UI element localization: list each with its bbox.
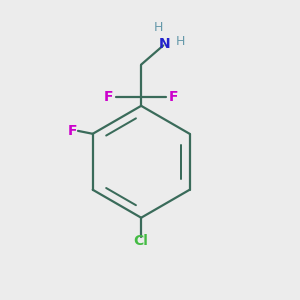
Text: F: F — [169, 90, 178, 104]
Text: F: F — [104, 90, 113, 104]
Text: Cl: Cl — [134, 234, 148, 248]
Text: H: H — [154, 21, 164, 34]
Text: F: F — [68, 124, 77, 138]
Text: N: N — [159, 37, 170, 51]
Text: H: H — [176, 34, 186, 48]
